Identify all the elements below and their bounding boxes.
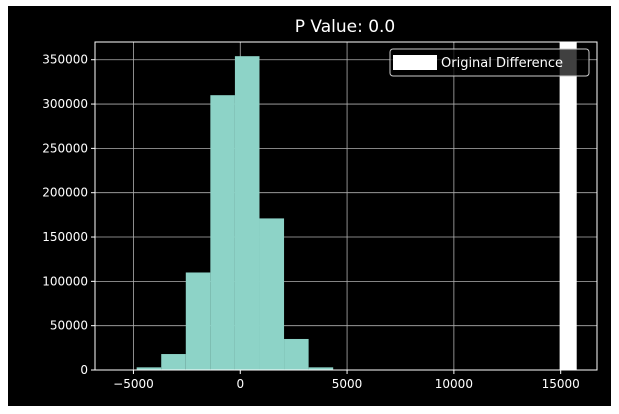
y-tick-label-7: 350000 [42, 53, 88, 67]
x-tick-label-0: −5000 [113, 377, 154, 391]
histogram-bar-5 [259, 218, 285, 370]
grid-lines [95, 42, 597, 371]
axes [91, 41, 598, 374]
histogram-bars [136, 56, 334, 371]
x-tick-label-3: 10000 [435, 377, 473, 391]
tick-labels: −5000 0 5000 10000 1500005000010000015000020… [42, 53, 580, 391]
y-tick-label-5: 250000 [42, 141, 88, 155]
y-tick-label-4: 200000 [42, 186, 88, 200]
histogram-bar-7 [308, 367, 334, 370]
y-tick-label-3: 150000 [42, 230, 88, 244]
y-tick-label-2: 100000 [42, 274, 88, 288]
legend: Original Difference [389, 48, 590, 77]
original-difference-line [559, 42, 577, 370]
original-difference-marker [559, 42, 577, 370]
histogram-bar-3 [210, 95, 235, 371]
y-tick-label-6: 300000 [42, 97, 88, 111]
histogram-bar-4 [234, 56, 260, 371]
histogram-bar-2 [185, 272, 211, 370]
histogram-bar-0 [136, 367, 162, 370]
legend-box [389, 48, 590, 77]
legend-label-original-difference: Original Difference [441, 56, 563, 71]
x-tick-label-4: 15000 [542, 377, 580, 391]
histogram-bar-1 [161, 354, 186, 370]
histogram-bar-6 [284, 338, 309, 370]
axes-frame [94, 41, 598, 371]
y-tick-label-1: 50000 [50, 319, 88, 333]
x-tick-label-1: 0 [236, 377, 244, 391]
y-tick-label-0: 0 [80, 363, 88, 377]
legend-swatch-original-difference [393, 55, 437, 70]
x-tick-label-2: 5000 [332, 377, 363, 391]
chart-title: P Value: 0.0 [295, 17, 396, 37]
